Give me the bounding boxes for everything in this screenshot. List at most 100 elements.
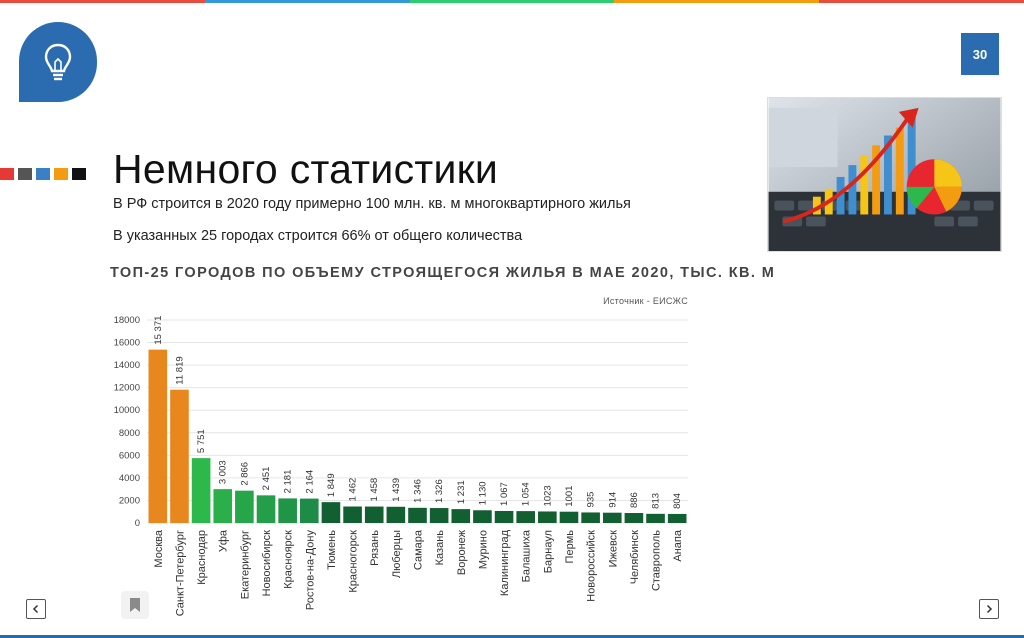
bar-7 bbox=[278, 498, 297, 523]
category-label: Ижевск bbox=[607, 530, 619, 568]
value-label: 1 462 bbox=[348, 478, 359, 502]
bar-6 bbox=[256, 495, 276, 523]
category-label: Воронеж bbox=[456, 529, 468, 575]
category-label: Калининград bbox=[499, 529, 511, 596]
bar-11 bbox=[364, 506, 384, 523]
prev-slide-button[interactable] bbox=[26, 599, 46, 619]
stripe-segment-2 bbox=[204, 0, 410, 3]
chevron-right-icon bbox=[986, 604, 993, 614]
value-label: 935 bbox=[586, 492, 597, 508]
y-tick-label: 12000 bbox=[114, 383, 140, 394]
category-label: Мурино bbox=[477, 530, 489, 569]
category-label: Пермь bbox=[564, 530, 576, 564]
top-color-stripe bbox=[0, 0, 1024, 3]
category-label: Самара bbox=[413, 529, 425, 570]
stripe-segment-1 bbox=[0, 0, 205, 3]
bar-16 bbox=[473, 510, 492, 523]
category-label: Ростов-на-Дону bbox=[304, 530, 316, 611]
category-label: Тюмень bbox=[326, 530, 338, 570]
y-tick-label: 8000 bbox=[119, 428, 140, 439]
lightbulb-icon bbox=[44, 43, 72, 81]
value-label: 1 054 bbox=[521, 482, 532, 506]
value-label: 1 067 bbox=[499, 482, 510, 506]
y-tick-label: 18000 bbox=[114, 315, 140, 326]
subtitle-2: В указанных 25 городах строится 66% от о… bbox=[113, 228, 523, 244]
category-label: Казань bbox=[434, 530, 446, 566]
category-label: Ставрополь bbox=[651, 530, 663, 591]
value-label: 2 866 bbox=[239, 462, 250, 486]
value-label: 2 451 bbox=[261, 467, 272, 491]
value-label: 5 751 bbox=[196, 429, 207, 453]
page-number-badge: 30 bbox=[961, 33, 999, 75]
category-label: Барнаул bbox=[542, 530, 554, 573]
category-label: Рязань bbox=[369, 530, 381, 566]
value-label: 1001 bbox=[564, 486, 575, 507]
subtitle-1: В РФ строится в 2020 году примерно 100 м… bbox=[113, 196, 631, 212]
bar-4 bbox=[213, 489, 233, 523]
category-label: Екатеринбург bbox=[239, 530, 251, 599]
bar-20 bbox=[559, 511, 579, 523]
value-label: 1 326 bbox=[434, 479, 445, 503]
category-label: Краснодар bbox=[196, 530, 208, 585]
bottom-line bbox=[0, 635, 1024, 638]
statistics-photo bbox=[767, 97, 1002, 252]
value-label: 3 003 bbox=[218, 460, 229, 484]
category-label: Люберцы bbox=[391, 530, 403, 578]
value-label: 1 439 bbox=[391, 478, 402, 502]
bar-21 bbox=[581, 512, 600, 523]
bookmark-button[interactable] bbox=[121, 591, 149, 619]
square-3 bbox=[36, 168, 50, 180]
value-label: 886 bbox=[629, 492, 640, 508]
y-tick-label: 4000 bbox=[119, 473, 140, 484]
bar-25 bbox=[667, 513, 687, 523]
y-tick-label: 10000 bbox=[114, 405, 140, 416]
bar-15 bbox=[451, 509, 471, 523]
bar-24 bbox=[646, 513, 665, 523]
bar-17 bbox=[494, 510, 514, 523]
value-label: 1 346 bbox=[413, 479, 424, 503]
bar-19 bbox=[538, 511, 557, 523]
stripe-segment-5 bbox=[819, 0, 1024, 3]
value-label: 1023 bbox=[542, 485, 553, 506]
bar-22 bbox=[602, 512, 622, 523]
value-label: 804 bbox=[672, 493, 683, 509]
stripe-segment-3 bbox=[409, 0, 615, 3]
category-label: Москва bbox=[153, 529, 165, 567]
y-tick-label: 16000 bbox=[114, 338, 140, 349]
bar-9 bbox=[321, 502, 341, 523]
category-label: Красногорск bbox=[348, 530, 360, 593]
y-tick-label: 2000 bbox=[119, 495, 140, 506]
chart-container: 0 2000 4000 6000 8000 10000 12000 14000 16000 180… bbox=[104, 260, 774, 632]
value-label: 1 849 bbox=[326, 473, 337, 497]
bar-3 bbox=[191, 458, 211, 523]
value-label: 1 458 bbox=[369, 478, 380, 502]
bookmark-icon bbox=[130, 598, 140, 612]
bar-2 bbox=[170, 389, 189, 523]
bar-5 bbox=[235, 490, 254, 523]
value-label: 15 371 bbox=[153, 316, 164, 345]
category-label: Анапа bbox=[672, 529, 684, 561]
bar-14 bbox=[429, 508, 449, 523]
y-tick-label: 6000 bbox=[119, 450, 140, 461]
category-label: Челябинск bbox=[629, 530, 641, 584]
y-tick-label: 14000 bbox=[114, 360, 140, 371]
chevron-left-icon bbox=[32, 604, 39, 614]
value-label: 1 130 bbox=[477, 481, 488, 505]
bar-8 bbox=[299, 498, 319, 523]
logo-badge bbox=[19, 22, 97, 102]
stripe-segment-4 bbox=[614, 0, 820, 3]
y-tick-label: 0 bbox=[135, 518, 140, 529]
bar-1 bbox=[148, 349, 168, 523]
bar-12 bbox=[386, 506, 406, 523]
category-label: Новороссийск bbox=[586, 530, 598, 602]
category-label: Уфа bbox=[218, 529, 230, 552]
value-label: 2 164 bbox=[304, 470, 315, 494]
chart-title: ТОП-25 ГОРОДОВ ПО ОБЪЕМУ СТРОЯЩЕГОСЯ ЖИЛ… bbox=[110, 265, 776, 281]
next-slide-button[interactable] bbox=[979, 599, 999, 619]
value-label: 11 819 bbox=[174, 356, 185, 384]
value-label: 2 181 bbox=[283, 470, 294, 494]
value-label: 1 231 bbox=[456, 480, 467, 504]
square-1 bbox=[0, 168, 14, 180]
bar-10 bbox=[343, 506, 362, 523]
square-2 bbox=[18, 168, 32, 180]
